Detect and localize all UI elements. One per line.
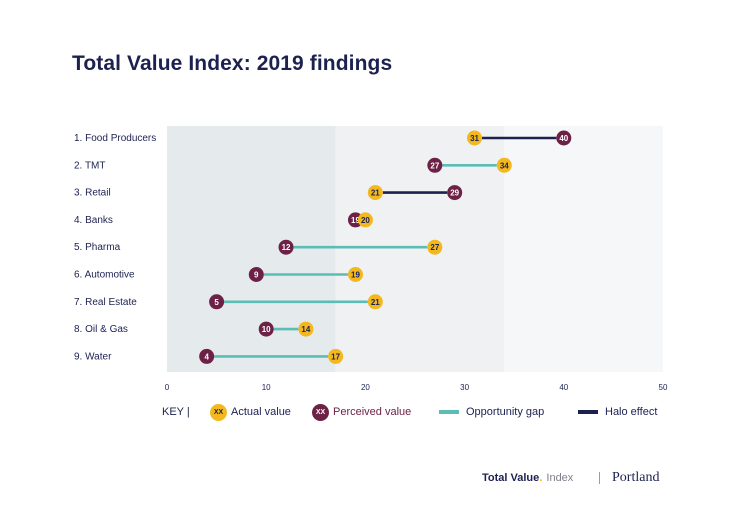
actual-value-label: 14 [301,325,310,334]
category-label: 9. Water [74,351,112,362]
category-label: 4. Banks [74,215,113,226]
category-label: 7. Real Estate [74,297,137,308]
plot-band-2 [335,126,505,372]
perceived-value-dot [427,157,443,173]
actual-value-label: 27 [430,243,439,252]
perceived-value-label: 9 [254,271,259,280]
perceived-value-dot [248,267,264,282]
legend-actual-label: Actual value [231,406,291,418]
category-label: 8. Oil & Gas [74,324,128,335]
perceived-value-dot [199,348,215,364]
actual-value-dot [298,321,314,337]
x-tick-label: 30 [460,383,469,392]
perceived-value-dot [447,185,463,201]
legend-halo-label: Halo effect [605,406,658,418]
x-tick-label: 40 [559,383,568,392]
dumbbell-chart: 0 10 20 30 40 50 1. Food Producers 40 31 2. TMT 27… [74,126,668,392]
perceived-value-label: 19 [351,216,360,225]
x-tick-label: 50 [659,383,668,392]
actual-value-dot [367,185,383,201]
perceived-value-dot [278,239,294,255]
legend-item-actual: XX Actual value [210,402,291,422]
category-label: 3. Retail [74,188,111,199]
perceived-value-label: 12 [282,243,291,252]
category-label: 1. Food Producers [74,133,156,144]
actual-value-dot [347,267,363,282]
perceived-value-label: 10 [262,325,271,334]
legend-actual-marker: XX [210,403,227,421]
legend-item-halo: Halo effect [578,402,657,422]
perceived-value-dot [209,294,225,310]
perceived-value-label: 27 [430,161,439,170]
actual-value-label: 31 [470,134,479,143]
perceived-value-dot [258,321,274,337]
perceived-value-label: 40 [559,134,568,143]
legend-item-perceived: XX Perceived value [312,402,411,422]
x-tick-label: 10 [262,383,271,392]
category-label: 2. TMT [74,160,105,171]
x-tick-label: 20 [361,383,370,392]
footer-divider [599,472,600,484]
category-label: 6. Automotive [74,270,135,281]
actual-value-label: 19 [351,271,360,280]
actual-value-dot [427,239,443,255]
actual-value-label: 17 [331,352,340,361]
actual-value-dot [467,130,483,146]
category-label: 5. Pharma [74,242,121,253]
actual-value-dot [357,212,373,228]
perceived-value-label: 4 [204,352,209,361]
legend-perceived-label: Perceived value [333,406,412,418]
footer-brand: Total Value. Index [482,472,574,484]
actual-value-label: 21 [371,189,380,198]
perceived-value-label: 29 [450,189,459,198]
actual-value-label: 21 [371,298,380,307]
legend-item-gap: Opportunity gap [439,402,544,422]
footer-logo: Portland [612,470,660,485]
legend-gap-line [439,410,459,414]
legend: KEY | XX Actual value XX Perceived value… [162,402,682,422]
x-tick-label: 0 [165,383,170,392]
actual-value-dot [367,294,383,310]
perceived-value-dot [556,130,572,146]
actual-value-label: 34 [500,161,509,170]
legend-perceived-marker: XX [312,403,329,421]
actual-value-label: 20 [361,216,370,225]
actual-value-dot [496,157,512,173]
legend-halo-line [578,410,598,414]
perceived-value-label: 5 [214,298,219,307]
chart-title: Total Value Index: 2019 findings [72,52,393,75]
plot-band-3 [504,126,663,372]
legend-key-label: KEY | [162,406,190,418]
legend-gap-label: Opportunity gap [466,406,545,418]
actual-value-dot [328,348,344,364]
